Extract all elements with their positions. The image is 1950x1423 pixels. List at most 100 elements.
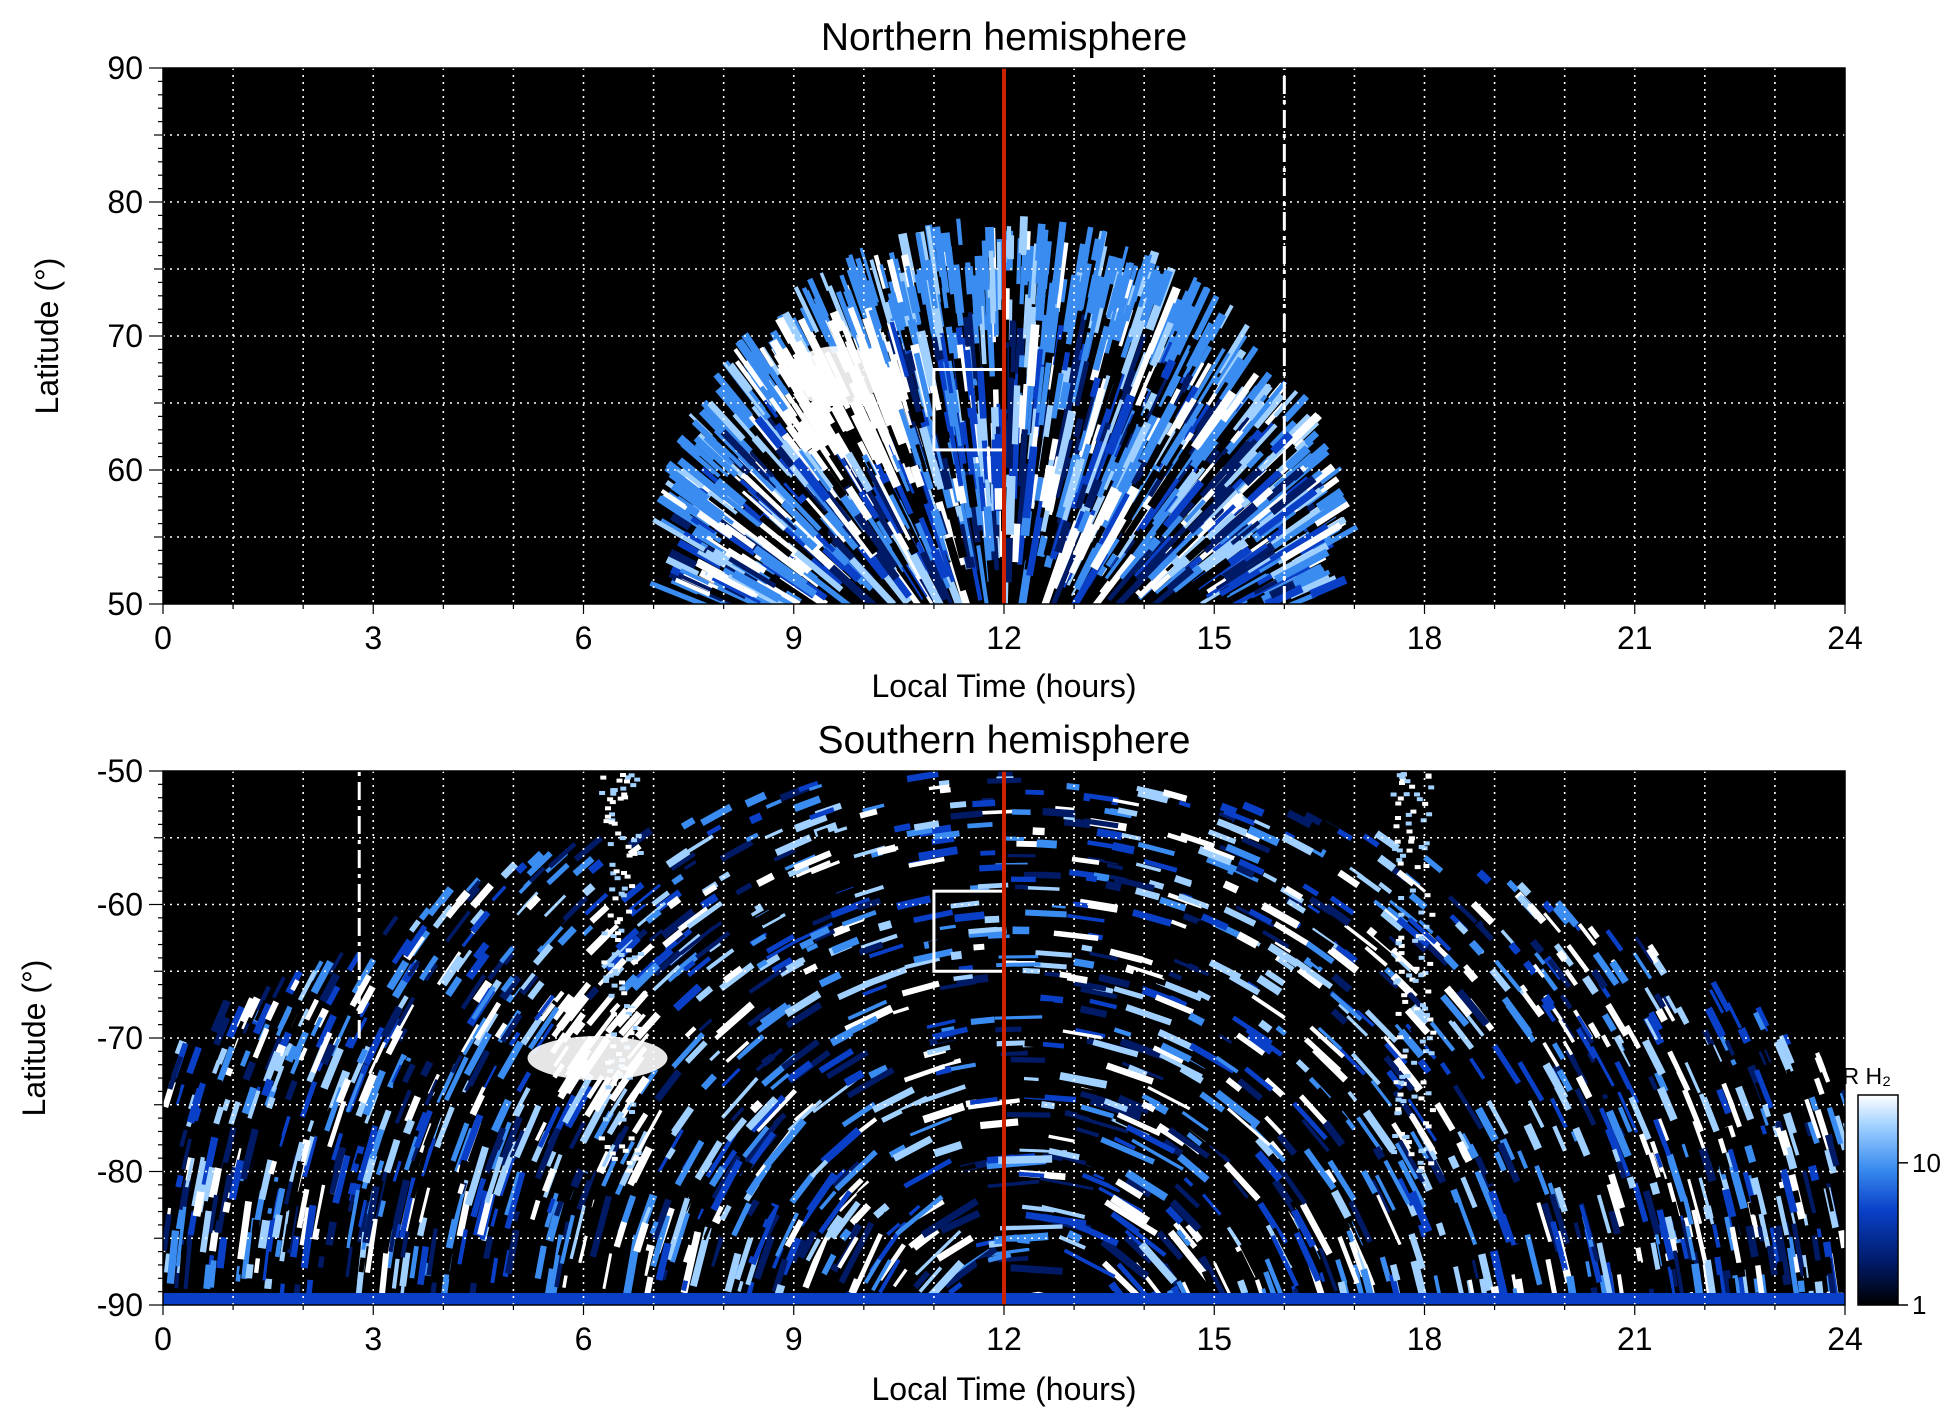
south-emission-streak: [1549, 1097, 1568, 1129]
south-emission-streak: [1742, 1078, 1757, 1108]
south-x-tick-label: 12: [986, 1321, 1022, 1357]
south-emission-streak: [795, 860, 831, 878]
south-emission-streak: [410, 1143, 430, 1199]
south-emission-streak: [1150, 938, 1164, 949]
south-emission-band-cell: [1396, 858, 1403, 863]
south-emission-streak: [895, 1194, 944, 1236]
south-emission-band-cell: [629, 884, 636, 889]
north-emission-streak: [887, 292, 905, 332]
south-emission-streak: [771, 1258, 789, 1293]
south-emission-streak: [979, 863, 1007, 872]
south-emission-streak: [1735, 1085, 1755, 1121]
north-emission-streak: [898, 408, 922, 466]
south-emission-streak: [726, 906, 757, 928]
south-emission-streak: [1440, 993, 1470, 1027]
north-emission-streak: [1017, 429, 1028, 487]
south-emission-band-cell: [635, 1156, 642, 1161]
south-emission-streak: [809, 1159, 829, 1179]
south-emission-streak: [1554, 900, 1580, 928]
north-emission-streak: [929, 460, 945, 490]
south-emission-streak: [1714, 1256, 1727, 1296]
south-emission-streak: [1698, 1177, 1715, 1225]
south-emission-streak: [1605, 1109, 1632, 1158]
south-emission-streak: [908, 1056, 955, 1076]
south-emission-streak: [1036, 839, 1058, 849]
north-emission-streak: [906, 285, 921, 314]
south-emission-streak: [430, 1227, 446, 1283]
south-emission-streak: [478, 911, 490, 923]
south-emission-streak: [755, 1047, 784, 1072]
north-emission-streak: [1255, 488, 1318, 537]
south-emission-streak: [423, 1038, 439, 1057]
south-emission-streak: [1505, 1002, 1538, 1043]
north-emission-streak: [1242, 562, 1283, 587]
north-y-tick-label: 60: [107, 452, 143, 488]
south-emission-band-cell: [1395, 801, 1402, 806]
south-emission-band-cell: [1425, 773, 1432, 778]
south-emission-streak: [847, 999, 888, 1021]
south-emission-band-cell: [624, 1004, 630, 1009]
north-emission-streak: [751, 435, 793, 481]
south-emission-streak: [1207, 829, 1237, 845]
south-emission-streak: [774, 834, 812, 856]
south-emission-streak: [696, 1058, 723, 1086]
south-emission-streak: [208, 1260, 217, 1288]
south-emission-streak: [963, 1207, 1022, 1228]
north-emission-streak: [916, 268, 932, 305]
south-emission-band-cell: [637, 1026, 644, 1031]
south-emission-streak: [635, 1249, 650, 1295]
south-emission-streak: [765, 799, 782, 809]
south-emission-band-cell: [613, 869, 620, 874]
south-emission-streak: [1041, 1204, 1086, 1219]
north-emission-streak: [955, 389, 964, 423]
north-emission-streak: [1068, 523, 1097, 575]
north-emission-streak: [1050, 553, 1077, 604]
south-emission-streak: [1237, 1279, 1249, 1295]
south-emission-streak: [375, 1199, 387, 1218]
south-emission-streak: [602, 1253, 613, 1290]
south-emission-streak: [497, 1040, 524, 1080]
south-emission-streak: [1766, 1024, 1778, 1044]
south-emission-streak: [1200, 913, 1229, 931]
south-emission-streak: [1669, 958, 1690, 988]
south-emission-streak: [999, 1224, 1063, 1231]
south-emission-streak: [1260, 902, 1300, 929]
south-emission-streak: [557, 1239, 568, 1257]
south-emission-band-cell: [612, 896, 619, 901]
south-emission-streak: [1582, 975, 1599, 996]
south-emission-streak: [415, 1111, 428, 1132]
south-emission-band-cell: [617, 796, 624, 801]
north-emission-streak: [1121, 262, 1132, 282]
south-emission-streak: [191, 1106, 202, 1122]
south-emission-streak: [1247, 825, 1280, 847]
south-emission-streak: [1157, 1029, 1196, 1052]
south-emission-streak: [1093, 872, 1110, 882]
south-emission-streak: [212, 1060, 221, 1075]
south-emission-band-cell: [622, 795, 629, 800]
south-emission-streak: [681, 1280, 689, 1292]
north-emission-streak: [1055, 453, 1081, 519]
north-emission-streak: [1137, 271, 1164, 329]
north-emission-streak: [680, 466, 706, 489]
south-emission-streak: [500, 861, 519, 880]
south-emission-streak: [764, 828, 784, 840]
south-emission-streak: [1656, 1086, 1678, 1122]
south-y-tick-label: -60: [97, 887, 143, 923]
south-emission-streak: [615, 927, 640, 951]
south-emission-band-cell: [1397, 861, 1404, 866]
south-emission-streak: [709, 1050, 721, 1062]
south-emission-band-cell: [619, 986, 626, 991]
north-emission-streak: [1205, 312, 1227, 342]
south-emission-streak: [327, 1100, 347, 1148]
south-emission-streak: [180, 1138, 192, 1175]
south-emission-streak: [1499, 1138, 1516, 1162]
north-emission-streak: [1299, 537, 1326, 557]
north-emission-streak: [1106, 557, 1146, 602]
north-emission-streak: [709, 587, 750, 604]
south-emission-band-cell: [1395, 1107, 1402, 1112]
south-emission-streak: [1030, 922, 1066, 932]
south-emission-band-cell: [607, 973, 614, 978]
north-x-tick-label: 15: [1196, 620, 1232, 656]
south-emission-band-cell: [1398, 969, 1405, 974]
north-emission-streak: [708, 495, 761, 538]
